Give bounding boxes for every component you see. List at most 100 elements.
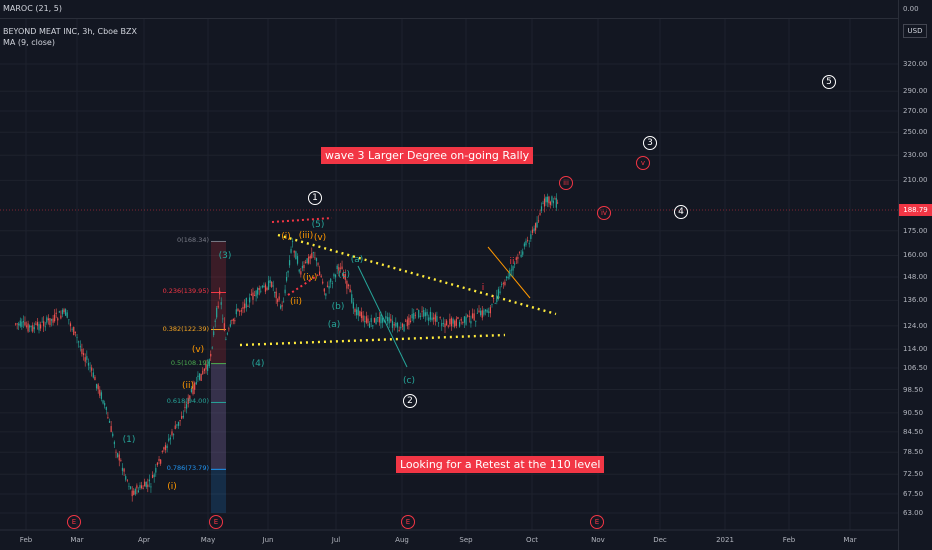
candle-body — [107, 417, 109, 419]
y-tick-label: 175.00 — [903, 226, 928, 235]
candle-body — [396, 322, 399, 328]
candle-body — [195, 381, 197, 385]
fib-zone-lower — [211, 363, 226, 513]
candle-body — [30, 325, 32, 327]
candle-body — [92, 372, 94, 378]
candle-body — [14, 323, 17, 325]
candle-body — [293, 250, 295, 253]
candle-body — [354, 309, 356, 313]
y-tick-label: 320.00 — [903, 60, 928, 68]
candle-body — [486, 309, 488, 313]
candle-body — [284, 289, 286, 294]
candle-body — [203, 368, 205, 371]
x-tick-label: Feb — [782, 536, 796, 544]
candle-body — [315, 258, 318, 262]
candle-body — [330, 278, 332, 283]
candle-body — [58, 311, 60, 313]
x-tick-label: Mar — [70, 536, 84, 544]
fib-level-label: 0.786(73.79) — [166, 464, 209, 473]
wave-v-label: (v) — [191, 345, 205, 355]
candle-body — [69, 323, 72, 327]
candle-body — [349, 288, 351, 293]
candle-body — [512, 266, 514, 271]
candle-body — [291, 241, 294, 242]
candle-body — [200, 373, 202, 381]
candle-body — [339, 267, 342, 269]
candle-body — [255, 290, 257, 297]
candle-body — [258, 288, 260, 290]
candle-body — [395, 322, 397, 327]
candle-body — [271, 281, 273, 287]
y-tick-label: 148.00 — [903, 273, 928, 282]
major-wave-1: 1 — [308, 191, 322, 205]
candle-body — [444, 323, 446, 328]
y-tick-label: 210.00 — [903, 176, 928, 185]
candle-body — [205, 364, 207, 370]
major-wave-3: 3 — [643, 136, 657, 150]
maroc-legend: MAROC (21, 5) — [3, 4, 62, 13]
fib-level-label: 0.5(108.19) — [170, 358, 209, 367]
y-tick-label: 98.50 — [903, 385, 924, 394]
wave-b-label: (b) — [331, 302, 345, 312]
y-tick-label: 106.50 — [903, 363, 928, 372]
candle-body — [480, 310, 482, 316]
candle-body — [74, 331, 76, 333]
candle-body — [386, 317, 389, 322]
candle-body — [66, 312, 68, 318]
candle-body — [317, 263, 319, 265]
fib-level-label: 0.382(122.39) — [162, 324, 209, 333]
candle-body — [240, 310, 242, 312]
candle-body — [29, 325, 31, 328]
trend-lines — [239, 217, 557, 368]
orange-diagonal — [487, 246, 531, 299]
candle-body — [208, 359, 210, 367]
x-tick-label: Apr — [137, 536, 151, 544]
candle-body — [465, 316, 467, 325]
candle-body — [156, 462, 159, 465]
candle-body — [171, 431, 173, 436]
candle-body — [35, 323, 37, 325]
candle-body — [226, 333, 228, 335]
candle-body — [478, 310, 480, 313]
candle-body — [527, 240, 529, 241]
candle-body — [509, 269, 511, 277]
candle-body — [460, 318, 462, 321]
x-tick-label: Feb — [19, 536, 33, 544]
candle-body — [225, 339, 227, 340]
candle-body — [539, 213, 541, 215]
candle-body — [442, 322, 444, 324]
candle-body — [102, 400, 104, 404]
x-tick-label: Mar — [843, 536, 857, 544]
candle-body — [449, 318, 451, 325]
candle-body — [548, 196, 550, 204]
candle-body — [32, 325, 34, 332]
candle-body — [333, 274, 335, 277]
candle-body — [207, 364, 209, 371]
candle-body — [409, 320, 412, 323]
minor-wave-iv: iv — [597, 206, 611, 220]
currency-button[interactable]: USD — [903, 24, 927, 38]
candle-body — [406, 319, 408, 327]
candle-body — [222, 318, 224, 320]
candle-body — [137, 490, 140, 493]
candle-body — [182, 415, 184, 418]
candle-body — [357, 307, 359, 316]
candle-body — [356, 309, 358, 316]
candle-body — [403, 324, 405, 332]
candle-body — [105, 406, 107, 410]
wave-3-label: (3) — [218, 251, 232, 261]
candle-body — [133, 490, 135, 495]
price-axis[interactable] — [898, 0, 932, 550]
candle-body — [455, 318, 457, 326]
candle-body — [95, 383, 98, 389]
candle-body — [245, 298, 247, 308]
x-tick-label: Oct — [525, 536, 539, 544]
candle-body — [370, 318, 372, 323]
candle-body — [468, 315, 470, 317]
candle-body — [518, 251, 521, 253]
candle-body — [481, 310, 483, 318]
major-wave-4: 4 — [674, 205, 688, 219]
candle-body — [545, 197, 547, 203]
candle-body — [322, 281, 324, 284]
